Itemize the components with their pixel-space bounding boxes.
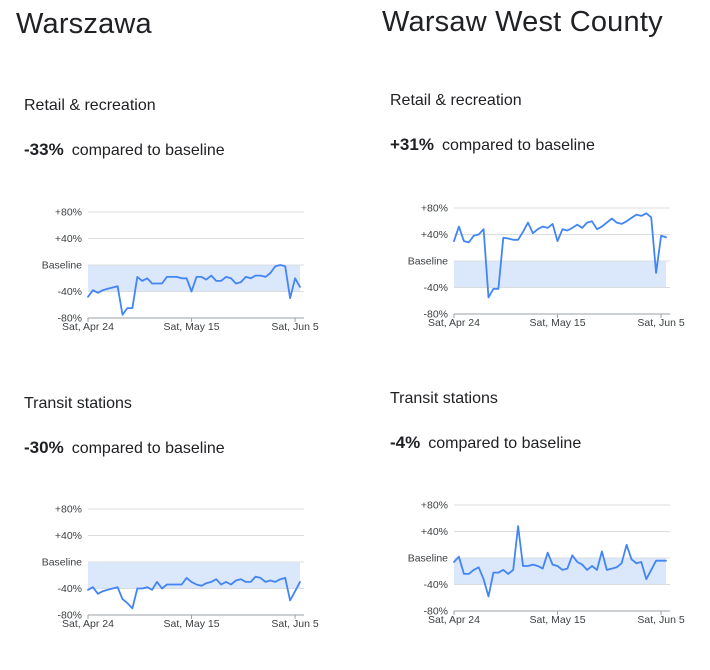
metric-label-transit-warszawa: Transit stations [24,395,132,412]
x-tick-label: Sat, Jun 5 [271,321,318,333]
baseline-band [454,261,666,288]
x-tick-label: Sat, Apr 24 [428,614,480,626]
chart-retail-warszawa: +80% +40% Baseline -40% -80%Sat, Apr 24 Sat, … [42,207,319,334]
chart-transit-west-county: +80% +40% Baseline -40% -80%Sat, Apr 24 Sat, … [408,500,685,627]
baseline-suffix: compared to baseline [441,137,595,154]
x-tick-label: Sat, Jun 5 [637,614,684,626]
y-tick-label: Baseline [408,256,448,268]
region-title-warszawa: Warszawa [16,8,152,40]
y-tick-label: +80% [421,500,448,512]
change-line-transit-warszawa: -30% compared to baseline [24,438,225,458]
baseline-suffix: compared to baseline [71,142,225,159]
x-tick-label: Sat, Apr 24 [62,618,114,630]
y-tick-label: +80% [55,504,82,516]
series-line [87,575,301,610]
x-tick-label: Sat, May 15 [530,317,586,329]
y-tick-label: -80% [423,309,448,321]
y-tick-label: -80% [57,313,82,325]
x-tick-label: Sat, Jun 5 [271,618,318,630]
metric-label-retail-west-county: Retail & recreation [390,92,522,109]
y-tick-label: +80% [55,207,82,219]
region-title-warsaw-west-county: Warsaw West County [382,6,663,38]
change-line-retail-warszawa: -33% compared to baseline [24,140,225,160]
y-tick-label: -40% [57,286,82,298]
y-tick-label: +40% [55,233,82,245]
y-tick-label: Baseline [42,557,82,569]
baseline-band [454,558,666,585]
y-tick-label: -40% [423,579,448,591]
y-tick-label: +40% [421,229,448,241]
y-tick-label: Baseline [408,553,448,565]
y-tick-label: +80% [421,203,448,215]
metric-label-transit-west-county: Transit stations [390,390,498,407]
x-tick-label: Sat, Apr 24 [62,321,114,333]
y-tick-label: -40% [423,282,448,294]
x-tick-label: Sat, May 15 [164,321,220,333]
series-line [87,264,301,316]
baseline-band [88,265,300,292]
percent-change: +31% [390,135,434,154]
x-tick-label: Sat, Jun 5 [637,317,684,329]
x-tick-label: Sat, May 15 [530,614,586,626]
change-line-retail-west-county: +31% compared to baseline [390,135,595,155]
percent-change: -4% [390,433,421,452]
y-tick-label: -80% [423,606,448,618]
baseline-suffix: compared to baseline [428,435,582,452]
metric-label-retail-warszawa: Retail & recreation [24,97,156,114]
change-line-transit-west-county: -4% compared to baseline [390,433,581,453]
series-line [453,212,667,299]
series-line [453,525,667,598]
x-tick-label: Sat, May 15 [164,618,220,630]
percent-change: -30% [24,438,64,457]
baseline-band [88,562,300,589]
chart-retail-west-county: +80% +40% Baseline -40% -80%Sat, Apr 24 Sat, … [408,203,685,330]
y-tick-label: -40% [57,583,82,595]
y-tick-label: Baseline [42,260,82,272]
x-tick-label: Sat, Apr 24 [428,317,480,329]
y-tick-label: -80% [57,610,82,622]
percent-change: -33% [24,140,64,159]
chart-transit-warszawa: +80% +40% Baseline -40% -80%Sat, Apr 24 Sat, … [42,504,319,631]
baseline-suffix: compared to baseline [71,440,225,457]
y-tick-label: +40% [55,530,82,542]
y-tick-label: +40% [421,526,448,538]
